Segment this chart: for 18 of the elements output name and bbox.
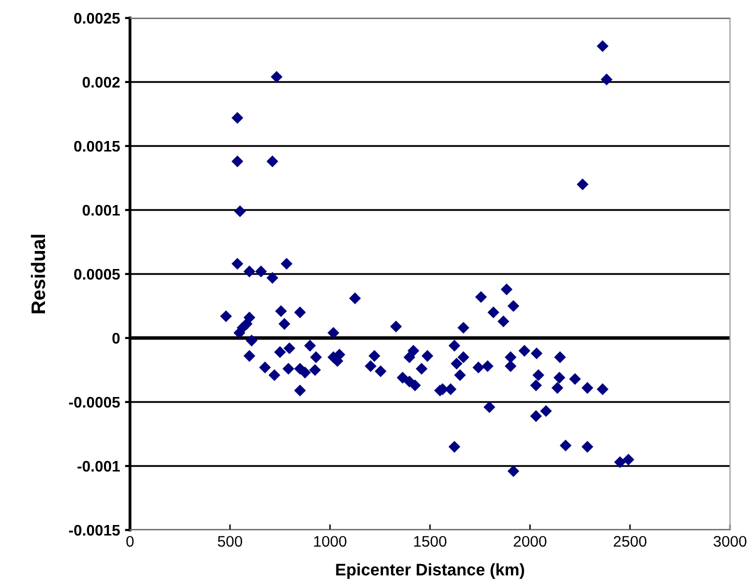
y-tick-label: 0.001 (82, 204, 120, 216)
y-tick-label: 0.002 (82, 76, 120, 88)
x-tick-label: 2500 (614, 536, 646, 547)
x-tick-label: 2000 (514, 536, 546, 547)
y-tick-label: 0.0025 (74, 12, 120, 24)
y-tick-label: 0.0005 (74, 268, 120, 280)
x-tick-label: 3000 (714, 536, 746, 547)
y-tick-label: -0.0015 (69, 524, 120, 536)
x-axis-title: Epicenter Distance (km) (336, 563, 524, 579)
x-tick-label: 1500 (414, 536, 446, 547)
y-tick-label: -0.0005 (69, 396, 120, 408)
x-tick-label: 0 (126, 536, 134, 547)
x-tick-label: 500 (218, 536, 242, 547)
y-tick-label: -0.001 (78, 460, 120, 472)
x-tick-label: 1000 (314, 536, 346, 547)
y-tick-label: 0 (112, 332, 120, 344)
y-tick-label: 0.0015 (74, 140, 120, 152)
y-axis-title: Residual (30, 234, 46, 314)
